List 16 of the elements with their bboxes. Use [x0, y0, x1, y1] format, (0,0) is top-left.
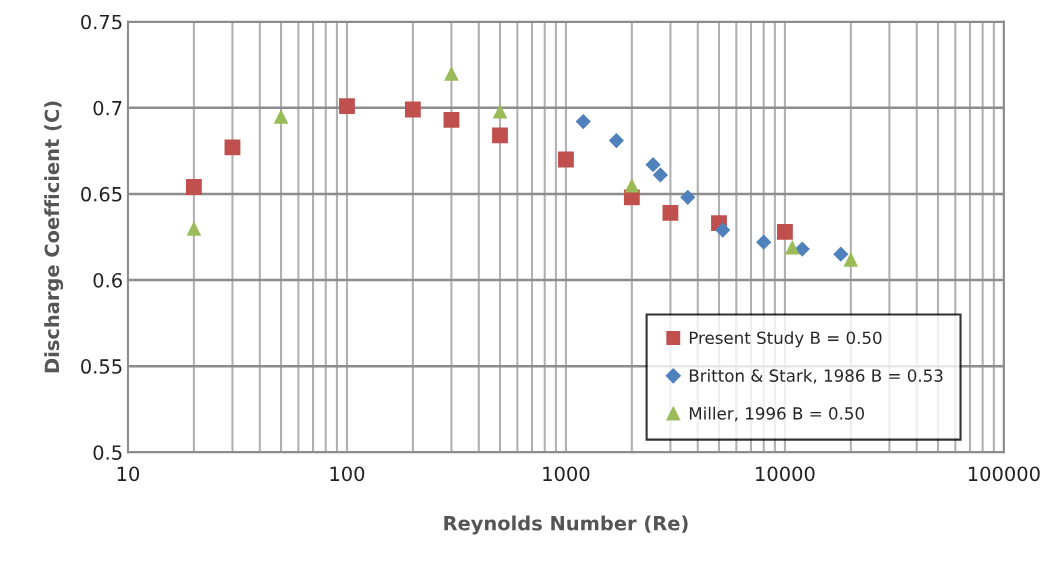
x-axis-title: Reynolds Number (Re): [444, 515, 688, 535]
x-tick-label: 1000: [543, 466, 590, 482]
y-tick-label: 0.5: [93, 445, 122, 460]
legend-label: Present Study B = 0.50: [689, 331, 882, 348]
x-tick-label: 100000: [968, 466, 1040, 482]
y-tick-label: 0.65: [81, 186, 122, 202]
legend-label: Miller, 1996 B = 0.50: [689, 406, 864, 422]
x-tick-label: 10000: [756, 466, 815, 482]
y-tick-label: 0.7: [93, 100, 122, 116]
y-axis-title: Discharge Coefficient (C): [44, 101, 64, 373]
x-tick-label: 10: [117, 466, 140, 482]
y-tick-label: 0.6: [93, 272, 122, 288]
y-tick-label: 0.75: [81, 14, 122, 30]
x-tick-label: 100: [330, 466, 365, 482]
y-tick-label: 0.55: [81, 359, 122, 374]
legend-label: Britton & Stark, 1986 B = 0.53: [689, 369, 943, 384]
